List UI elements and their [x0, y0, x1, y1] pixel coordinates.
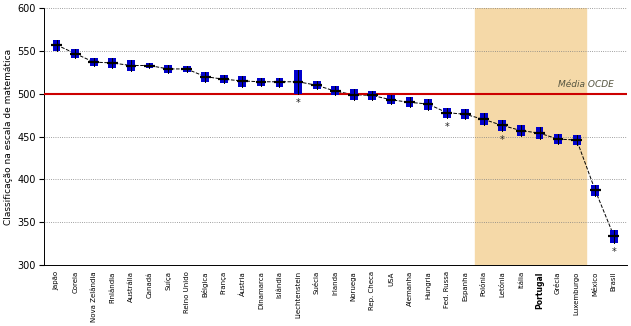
Bar [201, 71, 209, 82]
Bar [127, 60, 135, 71]
Bar [536, 127, 543, 139]
Y-axis label: Classificação na escala de matemática: Classificação na escala de matemática [4, 49, 13, 225]
Bar [71, 49, 79, 58]
Bar [369, 91, 376, 100]
Bar [276, 78, 283, 87]
Bar [220, 75, 228, 83]
Bar [591, 185, 599, 196]
Bar [443, 108, 451, 118]
Bar [387, 96, 395, 104]
Bar [257, 78, 265, 86]
Bar [239, 76, 246, 87]
Text: *: * [611, 247, 616, 257]
Bar [406, 97, 413, 108]
Text: *: * [296, 98, 300, 108]
Bar [610, 230, 618, 243]
Bar [183, 66, 191, 72]
Bar [313, 81, 321, 89]
Bar [90, 58, 98, 67]
Bar [350, 89, 358, 100]
Bar [517, 126, 525, 136]
Bar [480, 113, 488, 126]
Bar [475, 8, 586, 265]
Bar [461, 109, 469, 119]
Bar [331, 86, 339, 96]
Text: Média OCDE: Média OCDE [558, 80, 614, 89]
Bar [424, 99, 432, 110]
Text: *: * [500, 135, 505, 145]
Bar [498, 120, 506, 131]
Bar [109, 58, 116, 68]
Bar [164, 65, 172, 73]
Bar [294, 70, 302, 94]
Bar [146, 63, 153, 68]
Bar [53, 40, 61, 51]
Bar [554, 134, 562, 144]
Text: *: * [444, 122, 449, 132]
Bar [573, 135, 581, 145]
